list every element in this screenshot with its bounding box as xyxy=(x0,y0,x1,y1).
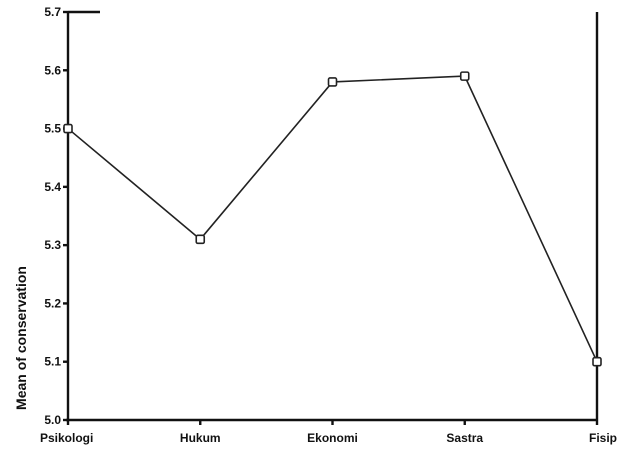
data-points xyxy=(63,71,602,367)
y-tick-label: 5.5 xyxy=(44,122,61,136)
y-tick-label: 5.1 xyxy=(44,355,61,369)
y-tick-label: 5.3 xyxy=(44,238,61,252)
series-line xyxy=(67,75,598,363)
data-point-psikologi xyxy=(63,123,73,134)
y-tick-label: 5.2 xyxy=(44,296,61,310)
x-tick-label-psikologi: Psikologi xyxy=(40,431,93,445)
x-tick-label-ekonomi: Ekonomi xyxy=(307,431,358,445)
data-point-hukum xyxy=(195,234,206,245)
y-tick-label: 5.6 xyxy=(44,63,61,77)
data-point-ekonomi xyxy=(327,77,338,87)
x-tick-label-sastra: Sastra xyxy=(446,431,483,445)
y-axis-title: Mean of conservation xyxy=(13,266,29,410)
y-tick-label: 5.4 xyxy=(44,180,61,194)
x-tick-label-hukum: Hukum xyxy=(180,431,221,445)
x-tick-label-fisip: Fisip xyxy=(589,431,617,445)
y-tick-label: 5.7 xyxy=(44,5,61,19)
y-tick-label: 5.0 xyxy=(44,413,61,427)
y-axis-ticks: 5.0 5.1 5.2 5.3 5.4 5.5 5.6 5.7 xyxy=(44,5,68,427)
data-point-sastra xyxy=(459,71,470,81)
x-axis-ticks: Psikologi Hukum Ekonomi Sastra Fisip xyxy=(40,420,617,445)
data-point-fisip xyxy=(592,356,602,367)
